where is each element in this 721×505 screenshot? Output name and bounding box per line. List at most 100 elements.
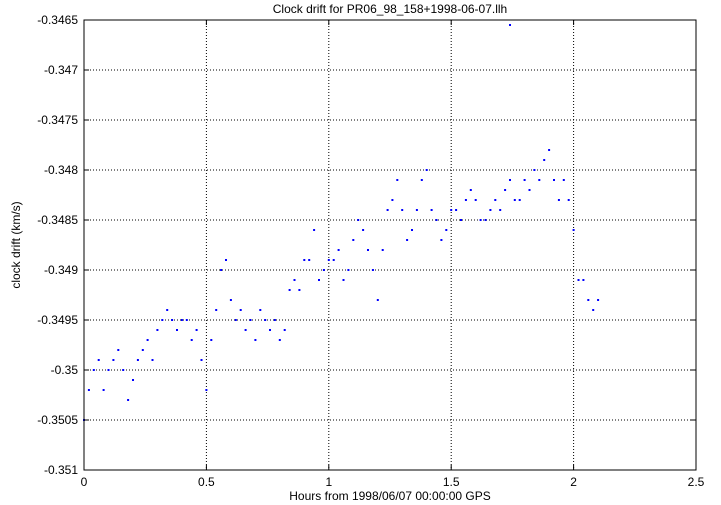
data-point — [327, 259, 330, 261]
outlier-point — [509, 24, 511, 26]
data-point — [450, 209, 453, 211]
data-point — [582, 279, 585, 281]
y-tick-label: -0.347 — [44, 63, 78, 77]
data-point — [102, 389, 105, 391]
data-point — [156, 329, 159, 331]
data-point — [112, 359, 115, 361]
data-point — [322, 269, 325, 271]
data-point — [342, 279, 345, 281]
data-point — [190, 339, 193, 341]
data-point — [425, 169, 428, 171]
x-tick-label: 0 — [81, 475, 88, 489]
x-axis-label: Hours from 1998/06/07 00:00:00 GPS — [289, 489, 490, 503]
data-point — [523, 179, 526, 181]
data-point — [445, 229, 448, 231]
data-point — [264, 319, 267, 321]
data-point — [362, 229, 365, 231]
data-point — [420, 179, 423, 181]
x-tick-label: 0.5 — [198, 475, 215, 489]
data-points — [83, 24, 600, 421]
data-point — [464, 199, 467, 201]
data-point — [460, 219, 462, 221]
data-point — [185, 319, 188, 321]
data-point — [97, 359, 100, 361]
data-point — [313, 229, 316, 231]
data-point — [166, 309, 169, 311]
data-point — [132, 379, 134, 381]
data-point — [146, 339, 149, 341]
data-point — [509, 179, 511, 181]
data-point — [513, 199, 516, 201]
data-point — [415, 209, 418, 211]
data-point — [411, 229, 413, 231]
x-tick-label: 2 — [570, 475, 577, 489]
data-point — [371, 269, 374, 271]
x-tick-label: 1.5 — [443, 475, 460, 489]
data-point — [504, 189, 507, 191]
data-point — [528, 189, 531, 191]
data-point — [308, 259, 311, 261]
y-axis-ticks: -0.351 -0.3505 -0.35 -0.3495 -0.349 -0.3485 -0… — [37, 13, 696, 477]
x-tick-label: 1 — [325, 475, 332, 489]
data-point — [396, 179, 399, 181]
data-point — [386, 209, 389, 211]
data-point — [225, 259, 227, 261]
y-tick-label: -0.3505 — [37, 413, 78, 427]
data-point — [239, 309, 242, 311]
data-point — [430, 209, 433, 211]
data-point — [489, 209, 492, 211]
data-point — [337, 249, 340, 251]
data-point — [557, 199, 560, 201]
data-point — [278, 339, 281, 341]
data-point — [435, 219, 438, 221]
data-point — [288, 289, 291, 291]
data-point — [220, 269, 223, 271]
data-point — [176, 329, 178, 331]
data-point — [347, 269, 350, 271]
data-point — [151, 359, 154, 361]
y-tick-label: -0.3485 — [37, 213, 78, 227]
data-point — [205, 389, 208, 391]
data-point — [469, 189, 472, 191]
data-point — [161, 319, 164, 321]
data-point — [195, 329, 198, 331]
data-point — [318, 279, 320, 281]
data-point — [538, 179, 541, 181]
data-point — [136, 359, 139, 361]
data-point — [180, 319, 183, 321]
data-point — [107, 369, 110, 371]
data-point — [303, 259, 306, 261]
data-point — [269, 329, 271, 331]
data-point — [298, 289, 301, 291]
data-point — [259, 309, 262, 311]
data-point — [215, 309, 218, 311]
y-tick-label: -0.3475 — [37, 113, 78, 127]
data-point — [567, 199, 570, 201]
y-tick-label: -0.348 — [44, 163, 78, 177]
data-point — [210, 339, 213, 341]
x-tick-label: 2.5 — [688, 475, 705, 489]
plot-frame — [83, 19, 697, 471]
data-point — [553, 179, 555, 181]
y-tick-label: -0.35 — [51, 363, 79, 377]
data-point — [391, 199, 394, 201]
data-point — [499, 209, 502, 211]
data-point — [406, 239, 409, 241]
data-point — [381, 249, 384, 251]
data-point — [548, 149, 551, 151]
data-point — [117, 349, 120, 351]
data-point — [200, 359, 203, 361]
data-point — [87, 389, 90, 391]
data-point — [592, 309, 595, 311]
data-point — [597, 299, 600, 301]
data-point — [357, 219, 360, 221]
data-point — [141, 349, 144, 351]
data-point — [401, 209, 404, 211]
data-point — [352, 239, 355, 241]
data-point — [122, 369, 125, 371]
data-point — [484, 219, 487, 221]
data-point — [572, 229, 575, 231]
data-point — [92, 369, 95, 371]
x-axis-ticks: 0 0.5 1 1.5 2 2.5 — [81, 20, 705, 489]
